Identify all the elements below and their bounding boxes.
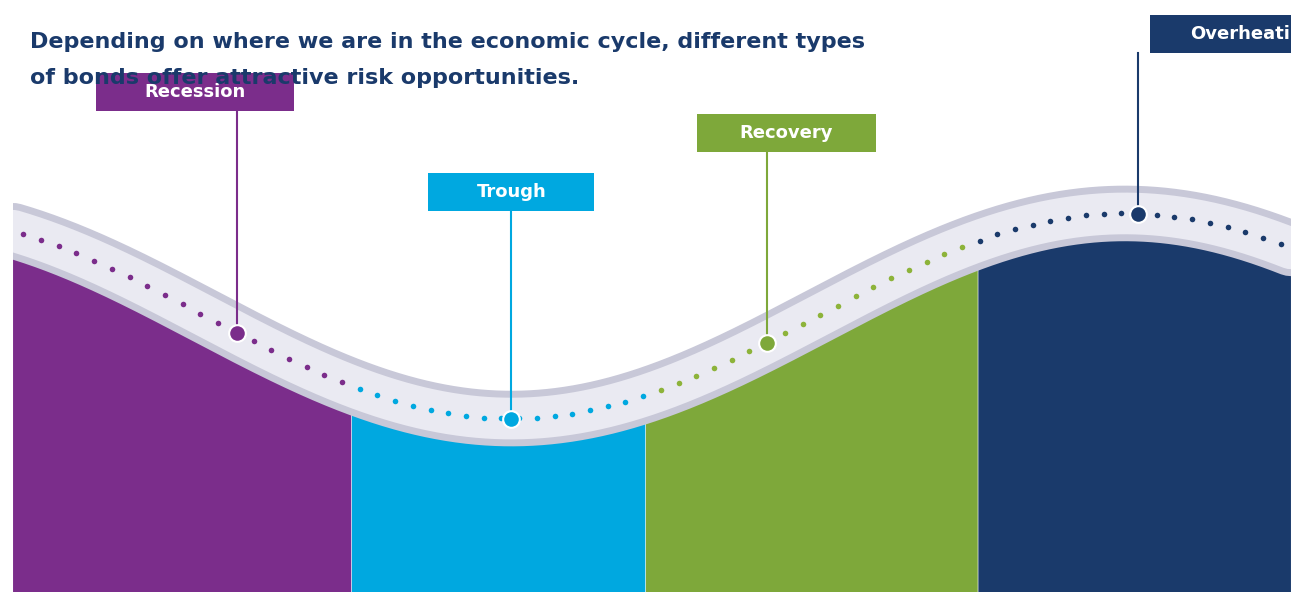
FancyBboxPatch shape	[696, 114, 876, 152]
Polygon shape	[352, 386, 645, 592]
FancyBboxPatch shape	[1150, 15, 1304, 53]
Text: Trough: Trough	[476, 183, 546, 201]
Text: Depending on where we are in the economic cycle, different types: Depending on where we are in the economi…	[30, 32, 865, 53]
FancyBboxPatch shape	[429, 173, 595, 211]
Text: Overheating: Overheating	[1191, 25, 1304, 43]
Text: of bonds offer attractive risk opportunities.: of bonds offer attractive risk opportuni…	[30, 68, 579, 87]
FancyBboxPatch shape	[96, 74, 295, 111]
Text: Recession: Recession	[145, 83, 245, 102]
Text: Recovery: Recovery	[739, 124, 833, 142]
Polygon shape	[645, 241, 978, 592]
Polygon shape	[978, 213, 1291, 592]
Polygon shape	[13, 231, 351, 592]
